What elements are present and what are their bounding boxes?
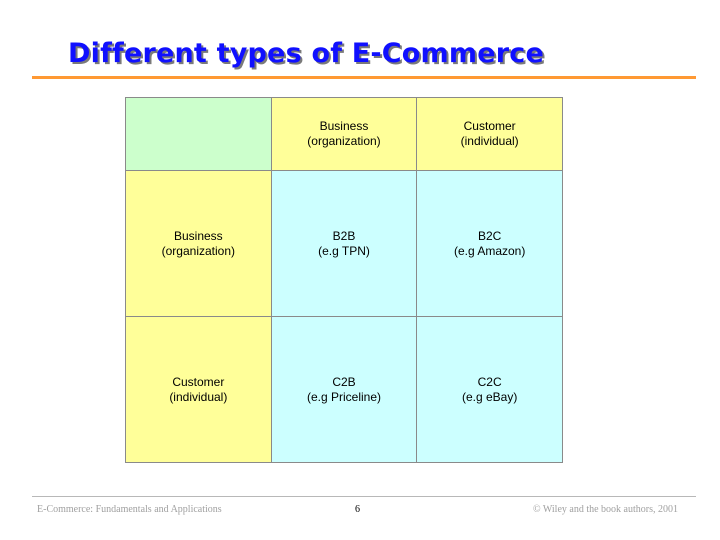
matrix-row-business: Business (organization) B2B (e.g TPN) B2… — [125, 170, 563, 317]
cell-c2c-label: C2C — [477, 374, 502, 389]
col-header-customer: Customer (individual) — [416, 97, 563, 171]
row-header-customer-label: Customer — [172, 374, 225, 389]
matrix-corner-cell — [125, 97, 272, 171]
col-header-business: Business (organization) — [270, 97, 418, 171]
cell-c2b-label: C2B — [332, 374, 356, 389]
title-divider — [32, 76, 696, 79]
cell-b2c-label: B2C — [477, 228, 502, 243]
footer-course-title: E-Commerce: Fundamentals and Application… — [37, 504, 222, 515]
cell-c2b: C2B (e.g Priceline) — [270, 316, 418, 463]
row-header-customer-sublabel: (individual) — [169, 389, 228, 404]
footer-divider — [32, 496, 696, 497]
cell-b2b: B2B (e.g TPN) — [270, 170, 418, 317]
row-header-customer: Customer (individual) — [125, 316, 272, 463]
col-header-customer-label: Customer — [463, 119, 516, 133]
cell-b2b-example: (e.g TPN) — [318, 243, 370, 258]
col-header-customer-sublabel: (individual) — [460, 134, 519, 148]
row-header-business-sublabel: (organization) — [161, 243, 236, 258]
row-header-business-label: Business — [173, 228, 223, 243]
cell-c2c: C2C (e.g eBay) — [416, 316, 563, 463]
cell-c2b-example: (e.g Priceline) — [306, 389, 381, 404]
footer-copyright: © Wiley and the book authors, 2001 — [532, 504, 678, 515]
footer-page-number: 6 — [355, 504, 360, 515]
matrix-header-row: Business (organization) Customer (indivi… — [125, 97, 563, 171]
cell-b2c-example: (e.g Amazon) — [453, 243, 526, 258]
cell-b2b-label: B2B — [332, 228, 356, 243]
slide-title: Different types of E-Commerce — [68, 38, 544, 69]
cell-c2c-example: (e.g eBay) — [461, 389, 518, 404]
col-header-business-label: Business — [319, 119, 369, 133]
col-header-business-sublabel: (organization) — [307, 134, 381, 148]
ecommerce-types-matrix: Business (organization) Customer (indivi… — [125, 97, 563, 463]
matrix-row-customer: Customer (individual) C2B (e.g Priceline… — [125, 316, 563, 463]
cell-b2c: B2C (e.g Amazon) — [416, 170, 563, 317]
row-header-business: Business (organization) — [125, 170, 272, 317]
